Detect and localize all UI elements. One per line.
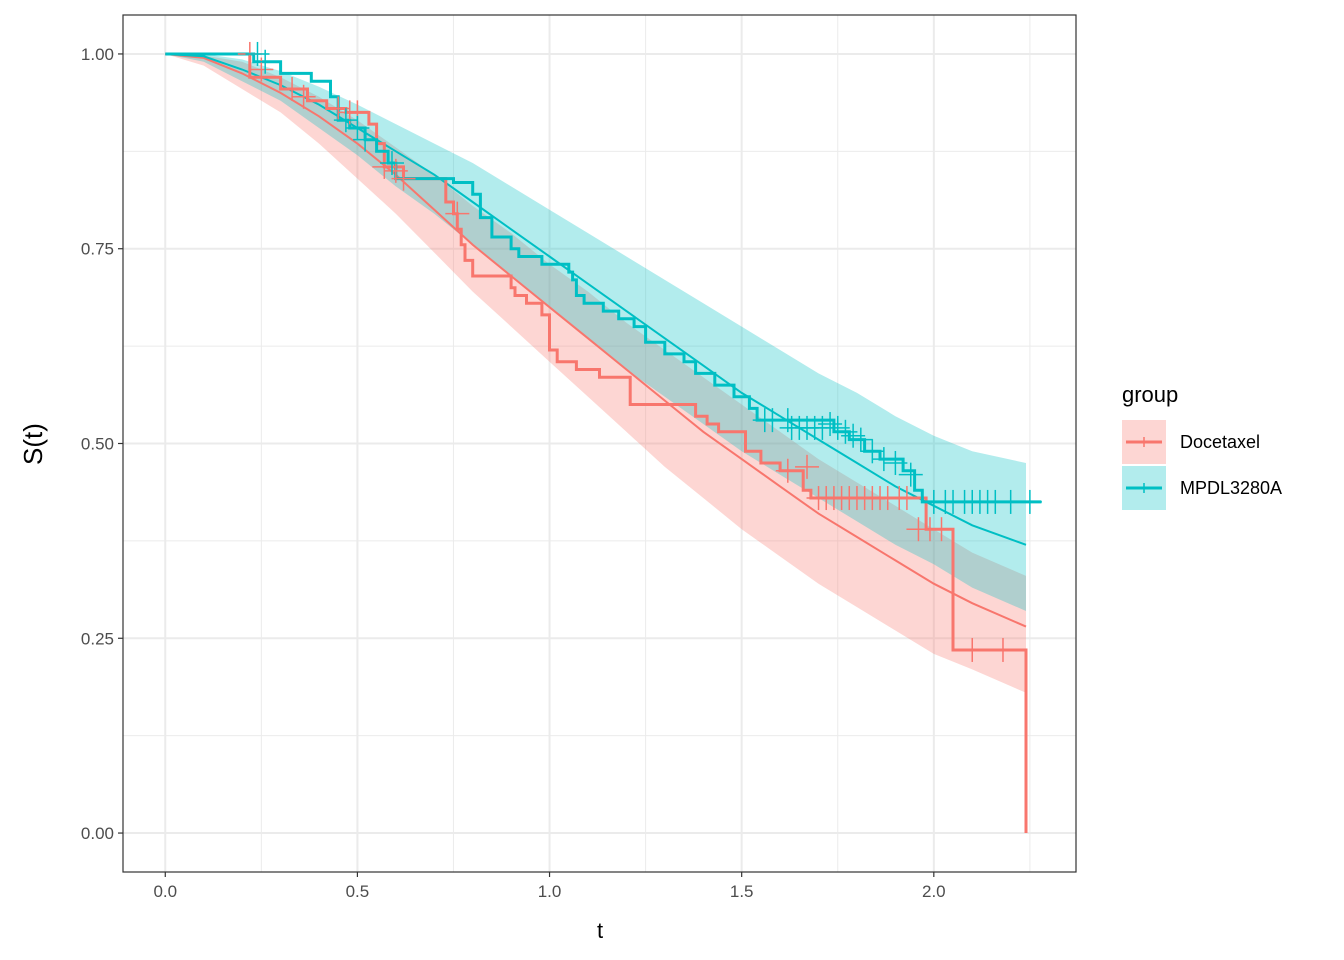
x-axis-title: t — [597, 918, 603, 943]
legend-label-mpdl3280a: MPDL3280A — [1180, 478, 1282, 498]
docetaxel-censor-mark — [775, 458, 800, 483]
legend-title: group — [1122, 382, 1178, 407]
mpdl3280a-censor-mark — [1017, 489, 1042, 514]
x-axis: 0.0 0.5 1.0 1.5 2.0 — [153, 872, 946, 901]
legend: group Docetaxel MPDL3280A — [1122, 382, 1282, 510]
mpdl3280a-censor-mark — [848, 427, 873, 452]
legend-item-docetaxel: Docetaxel — [1122, 420, 1260, 464]
y-axis-title: S(t) — [18, 423, 48, 465]
mpdl3280a-censor-mark — [353, 127, 378, 152]
docetaxel-censor-mark — [795, 454, 820, 479]
docetaxel-censor-mark — [445, 201, 470, 226]
y-tick-label: 0.00 — [81, 824, 114, 843]
docetaxel-censor-mark — [291, 84, 316, 109]
x-tick-label: 0.5 — [346, 882, 370, 901]
censor-marks — [237, 41, 1042, 662]
x-tick-label: 0.0 — [153, 882, 177, 901]
docetaxel-censor-mark — [894, 486, 919, 511]
docetaxel-censor-mark — [929, 517, 954, 542]
minor-gridlines — [123, 15, 1076, 872]
docetaxel-censor-mark — [391, 166, 416, 191]
docetaxel-censor-mark — [990, 637, 1015, 662]
y-tick-label: 0.50 — [81, 435, 114, 454]
mpdl3280a-censor-mark — [883, 450, 908, 475]
confidence-bands — [165, 54, 1027, 693]
x-tick-label: 1.0 — [538, 882, 562, 901]
mpdl3280a-censor-mark — [379, 151, 404, 176]
mpdl3280a-censor-mark — [871, 447, 896, 472]
mpdl3280a-censor-mark — [253, 49, 278, 74]
legend-items: Docetaxel MPDL3280A — [1122, 420, 1282, 510]
docetaxel-ci-band — [165, 54, 1027, 693]
major-gridlines — [123, 15, 1076, 872]
x-tick-label: 2.0 — [922, 882, 946, 901]
y-tick-label: 0.75 — [81, 240, 114, 259]
x-tick-label: 1.5 — [730, 882, 754, 901]
docetaxel-censor-mark — [960, 637, 985, 662]
legend-label-docetaxel: Docetaxel — [1180, 432, 1260, 452]
legend-item-mpdl3280a: MPDL3280A — [1122, 466, 1282, 510]
plot-panel — [122, 14, 1077, 873]
y-tick-label: 0.25 — [81, 629, 114, 648]
mpdl3280a-ci-band — [165, 54, 1027, 611]
mpdl3280a-censor-mark — [898, 462, 923, 487]
docetaxel-km-line — [165, 52, 1028, 833]
y-axis: 0.00 0.25 0.50 0.75 1.00 — [81, 45, 123, 843]
docetaxel-fit-line — [165, 53, 1027, 628]
y-tick-label: 1.00 — [81, 45, 114, 64]
